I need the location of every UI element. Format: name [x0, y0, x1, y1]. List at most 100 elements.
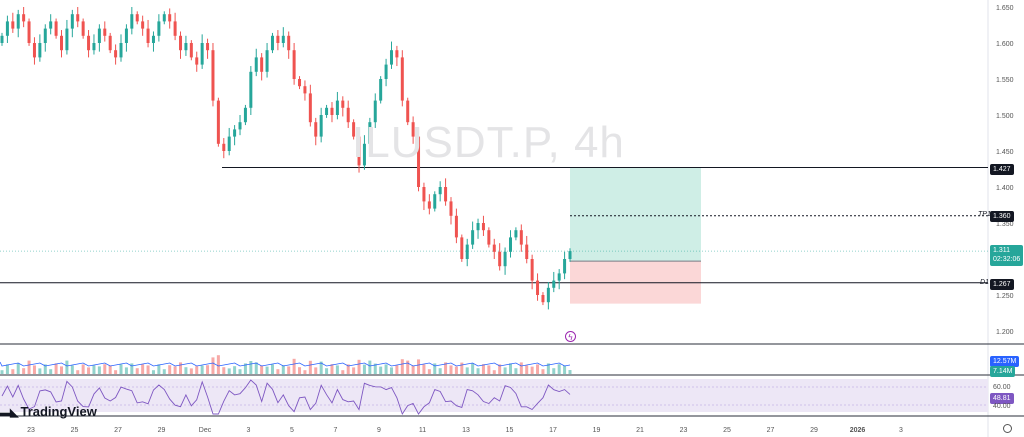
candle-body: [314, 122, 318, 137]
candle-body: [227, 136, 231, 151]
time-tick-label: Dec: [199, 427, 212, 434]
volume-bar: [141, 364, 145, 374]
volume-bar: [119, 364, 123, 374]
volume-bar: [352, 367, 356, 374]
candle-body: [22, 14, 26, 22]
candle-body: [260, 57, 264, 72]
candle-body: [406, 100, 410, 123]
volume-bar: [508, 363, 512, 374]
candle-body: [49, 21, 53, 29]
candle-body: [357, 136, 361, 166]
candle-body: [43, 28, 47, 43]
volume-bar: [384, 364, 388, 374]
candle-body: [454, 215, 458, 238]
volume-bar: [260, 365, 264, 374]
volume-last-badge: 7.14M: [990, 366, 1016, 377]
candle-body: [146, 28, 150, 43]
volume-bar: [346, 364, 350, 374]
volume-bar: [70, 365, 74, 374]
candle-body: [114, 50, 118, 58]
volume-bar: [357, 359, 361, 374]
volume-bar: [379, 366, 383, 374]
volume-bar: [373, 363, 377, 374]
candle-body: [536, 280, 540, 295]
candle-body: [481, 223, 485, 231]
volume-bar: [568, 370, 572, 374]
candle-body: [184, 43, 188, 51]
volume-bar: [330, 364, 334, 374]
candle-body: [563, 259, 567, 274]
volume-bar: [536, 364, 540, 374]
candle-body: [162, 14, 166, 22]
candle-body: [368, 122, 372, 144]
time-tick-label: 3: [899, 427, 903, 434]
volume-bar: [184, 367, 188, 374]
candle-body: [292, 50, 296, 79]
candle-body: [265, 50, 269, 72]
candle-body: [211, 50, 215, 101]
candle-body: [319, 115, 323, 137]
rsi-lower-label: 40.00: [993, 403, 1011, 410]
time-tick-label: 29: [158, 427, 166, 434]
time-tick-label: 17: [549, 427, 557, 434]
candle-body: [514, 230, 518, 238]
rsi-upper-label: 60.00: [993, 384, 1011, 391]
candle-body: [249, 71, 253, 108]
candle-body: [276, 35, 280, 43]
volume-bar: [179, 362, 183, 374]
volume-bar: [465, 367, 469, 374]
candle-body: [108, 35, 112, 51]
candle-body: [97, 28, 101, 43]
candle-body: [151, 35, 155, 43]
candle-body: [179, 35, 183, 51]
volume-bar: [557, 364, 561, 374]
volume-bar: [487, 365, 491, 374]
settings-gear-icon[interactable]: [1003, 424, 1012, 433]
candle-body: [346, 107, 350, 123]
volume-bar: [308, 360, 312, 374]
candle-body: [189, 43, 193, 58]
time-tick-label: 9: [377, 427, 381, 434]
event-bolt-icon[interactable]: ϟ: [565, 331, 576, 342]
candle-body: [427, 201, 431, 209]
volume-bar: [32, 365, 36, 374]
volume-bar: [22, 368, 26, 374]
candle-body: [119, 43, 123, 58]
rsi-band: [0, 379, 988, 412]
volume-ma-line: [0, 361, 571, 367]
volume-bar: [206, 365, 210, 374]
candle-body: [298, 79, 302, 87]
time-tick-label: 3: [247, 427, 251, 434]
candle-body: [487, 230, 491, 245]
volume-bar: [471, 363, 475, 374]
time-tick-label: 5: [290, 427, 294, 434]
candle-body: [352, 122, 356, 137]
price-tick-label: 1.450: [996, 149, 1014, 156]
volume-bar: [27, 360, 31, 374]
candle-body: [465, 244, 469, 259]
candle-body: [417, 136, 421, 187]
volume-bar: [454, 366, 458, 374]
volume-bar: [341, 370, 345, 374]
candle-body: [243, 107, 247, 123]
volume-bar: [54, 363, 58, 374]
candle-body: [270, 35, 274, 51]
price-tick-label: 1.600: [996, 41, 1014, 48]
time-tick-label: 29: [810, 427, 818, 434]
volume-bar: [162, 369, 166, 374]
candle-body: [195, 57, 199, 65]
price-tick-label: 1.550: [996, 77, 1014, 84]
candle-body: [32, 43, 36, 58]
volume-bar: [498, 364, 502, 374]
time-tick-label: 2026: [850, 427, 866, 434]
entry-price-badge: 1.267: [990, 279, 1014, 290]
volume-bar: [395, 365, 399, 374]
volume-bar: [303, 370, 307, 374]
candle-body: [168, 14, 172, 22]
candle-body: [76, 14, 80, 22]
volume-bar: [368, 360, 372, 374]
candle-body: [173, 21, 177, 36]
volume-bar: [265, 366, 269, 374]
candle-body: [206, 43, 210, 51]
